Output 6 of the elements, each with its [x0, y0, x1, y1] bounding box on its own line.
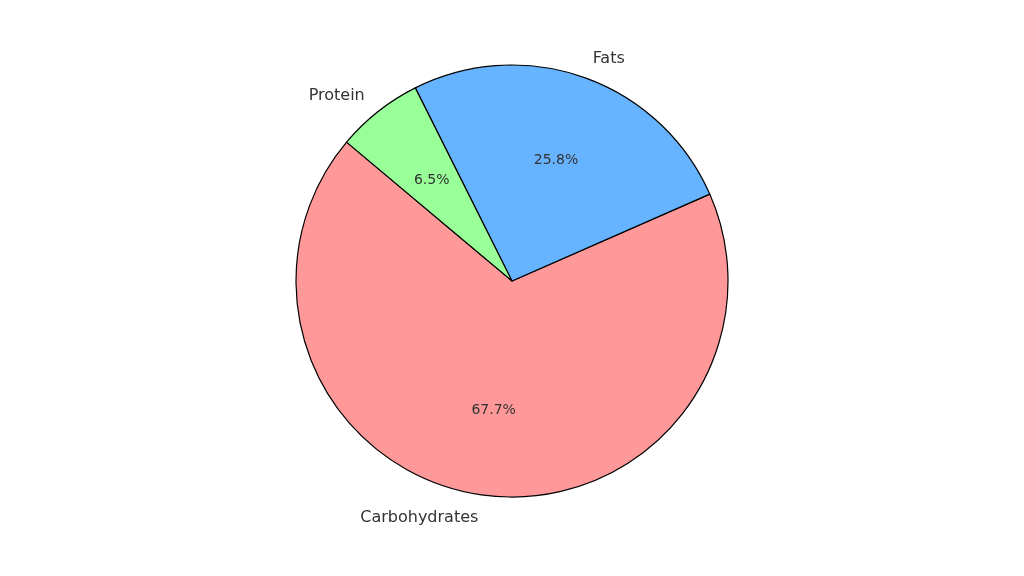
- data-label: 6.5%: [413, 171, 450, 188]
- slice-label: Protein: [308, 85, 365, 105]
- data-label: 67.7%: [471, 401, 516, 418]
- slice-label: Carbohydrates: [360, 506, 479, 526]
- data-label: 25.8%: [533, 151, 579, 168]
- slice-label: Fats: [592, 48, 625, 67]
